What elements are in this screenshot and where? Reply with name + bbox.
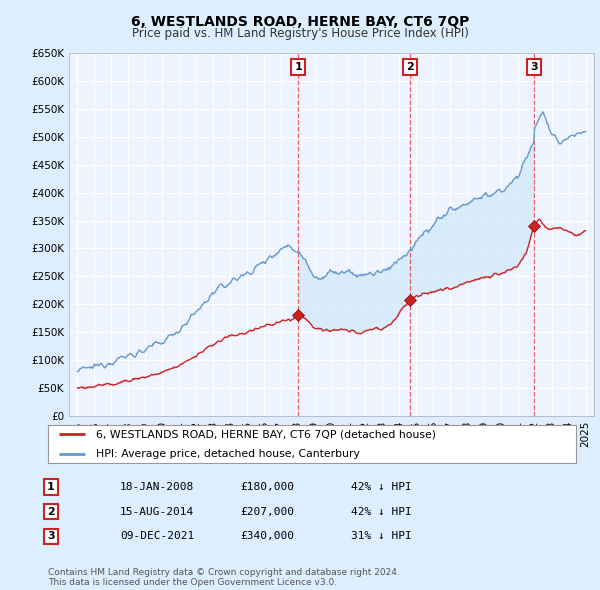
Text: 42% ↓ HPI: 42% ↓ HPI [351, 482, 412, 491]
Text: 6, WESTLANDS ROAD, HERNE BAY, CT6 7QP: 6, WESTLANDS ROAD, HERNE BAY, CT6 7QP [131, 15, 469, 29]
Text: 2: 2 [47, 507, 55, 516]
Text: 2: 2 [406, 62, 413, 72]
Text: 3: 3 [530, 62, 538, 72]
Text: 1: 1 [295, 62, 302, 72]
Text: HPI: Average price, detached house, Canterbury: HPI: Average price, detached house, Cant… [95, 448, 359, 458]
Text: 1: 1 [47, 482, 55, 491]
Text: 31% ↓ HPI: 31% ↓ HPI [351, 532, 412, 541]
Text: 6, WESTLANDS ROAD, HERNE BAY, CT6 7QP (detached house): 6, WESTLANDS ROAD, HERNE BAY, CT6 7QP (d… [95, 430, 436, 440]
Text: Contains HM Land Registry data © Crown copyright and database right 2024.
This d: Contains HM Land Registry data © Crown c… [48, 568, 400, 587]
Text: 09-DEC-2021: 09-DEC-2021 [120, 532, 194, 541]
Text: 42% ↓ HPI: 42% ↓ HPI [351, 507, 412, 516]
Text: 3: 3 [47, 532, 55, 541]
Text: £207,000: £207,000 [240, 507, 294, 516]
Text: 18-JAN-2008: 18-JAN-2008 [120, 482, 194, 491]
Text: £340,000: £340,000 [240, 532, 294, 541]
Text: Price paid vs. HM Land Registry's House Price Index (HPI): Price paid vs. HM Land Registry's House … [131, 27, 469, 40]
Text: 15-AUG-2014: 15-AUG-2014 [120, 507, 194, 516]
Text: £180,000: £180,000 [240, 482, 294, 491]
